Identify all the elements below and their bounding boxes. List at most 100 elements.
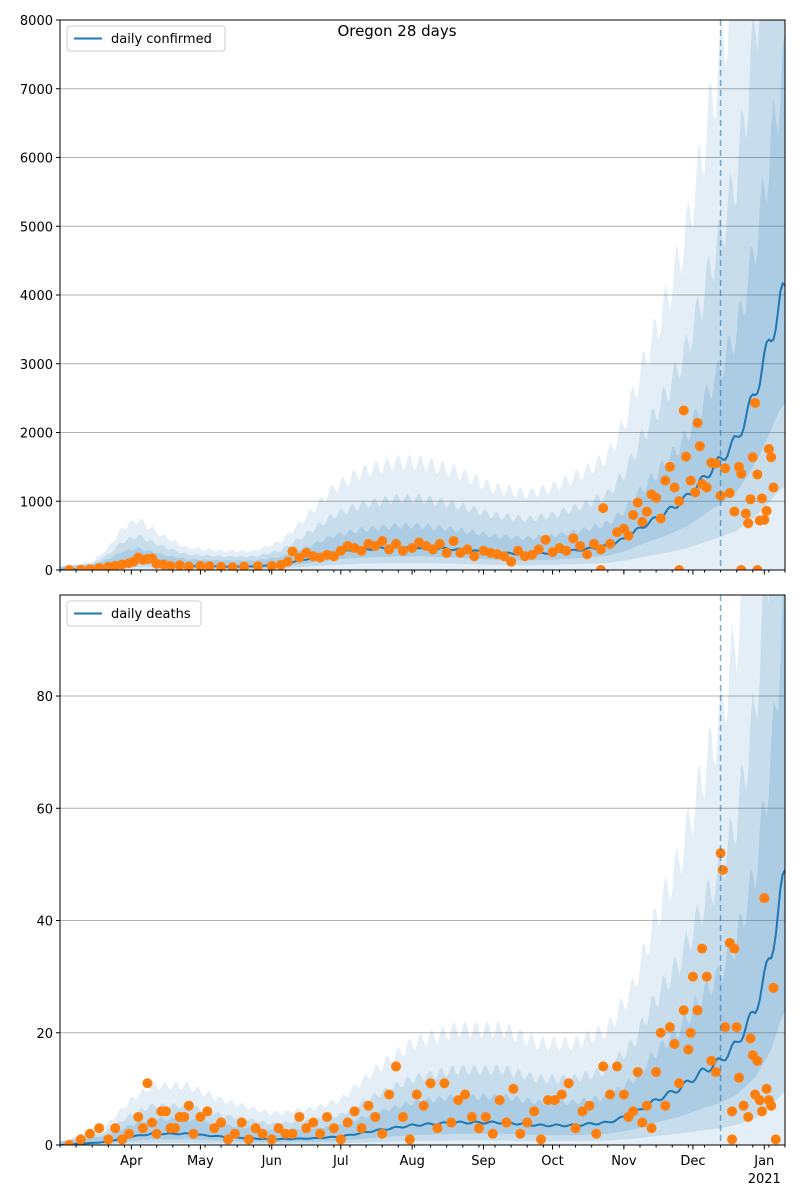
observed-point [660,1100,671,1111]
observed-point [526,549,537,560]
y-tick-label: 40 [36,915,53,930]
observed-point [448,536,459,547]
observed-point [377,1128,388,1139]
axes-frame [59,594,786,1146]
observed-point [147,1117,158,1128]
observed-point [692,1005,703,1016]
observed-point [729,943,740,954]
observed-point [142,1078,153,1089]
observed-point [243,1134,254,1145]
observed-point [761,505,772,516]
observed-point [356,545,367,556]
observed-point [641,506,652,517]
observed-point [425,1078,436,1089]
observed-point [439,1078,450,1089]
observed-point [641,1100,652,1111]
observed-point [195,560,206,570]
observed-point [740,508,751,519]
x-tick-label: Jul [332,1154,349,1169]
observed-point [687,971,698,982]
observed-point [743,1111,754,1122]
legend-label: daily deaths [111,607,191,622]
observed-point [229,1128,240,1139]
observed-point [170,1123,181,1134]
observed-point [391,1061,402,1072]
observed-point [733,1072,744,1083]
observed-point [84,1128,95,1139]
observed-point [706,1055,717,1066]
legend-label: daily confirmed [111,32,212,47]
observed-point [315,1128,326,1139]
observed-point [568,533,579,544]
y-tick-label: 1000 [20,495,53,510]
y-tick-label: 4000 [20,289,53,304]
observed-point [363,1100,374,1111]
x-tick-label: Aug [399,1154,424,1169]
observed-point [64,565,75,570]
observed-point [736,565,747,570]
observed-point [188,1128,199,1139]
observed-point [133,1111,144,1122]
observed-point [179,1111,190,1122]
observed-point [522,1117,533,1128]
observed-point [356,1123,367,1134]
observed-point [84,564,95,570]
observed-point [273,1123,284,1134]
observed-point [377,536,388,547]
observed-point [411,1089,422,1100]
observed-point [227,562,238,570]
observed-point [595,544,606,555]
observed-point [611,1061,622,1072]
observed-point [266,560,277,570]
observed-point [745,494,756,505]
y-tick-label: 3000 [20,358,53,373]
observed-point [674,565,685,570]
observed-point [752,1055,763,1066]
observed-point [697,943,708,954]
observed-point [766,1100,777,1111]
observed-point [137,1123,148,1134]
observed-point [236,1117,247,1128]
observed-point [506,556,517,567]
observed-point [595,565,606,570]
observed-point [223,1134,234,1145]
observed-point [487,1128,498,1139]
observed-point [669,1038,680,1049]
uncertainty-band [60,20,785,570]
observed-point [745,1033,756,1044]
observed-point [685,1027,696,1038]
y-tick-label: 20 [36,1027,53,1042]
deaths-panel: 0 20 40 60 80 Apr May Jun Jul Aug Sep Oct Nov Dec Jan 2… [36,594,786,1187]
observed-point [632,497,643,508]
observed-point [701,482,712,493]
observed-point [370,1111,381,1122]
observed-point [282,556,293,567]
observed-point [103,1134,114,1145]
observed-point [549,1095,560,1106]
observed-point [563,1078,574,1089]
x-tick-label: Oct [541,1154,563,1169]
observed-point [628,510,639,520]
observed-point [160,1106,171,1117]
observed-point [701,971,712,982]
observed-point [446,1117,457,1128]
observed-point [588,538,599,549]
observed-point [252,561,263,570]
y-tick-label: 2000 [20,427,53,442]
observed-point [575,540,586,551]
observed-point [257,1128,268,1139]
uncertainty-band [60,595,785,1145]
observed-point [540,534,551,545]
observed-point [768,482,779,493]
observed-point [660,475,671,486]
observed-point [250,1123,261,1134]
x-tick-label: Apr [120,1154,143,1169]
observed-point [651,492,662,503]
legend-box [66,25,226,52]
observed-point [720,1022,731,1033]
observed-point [466,1111,477,1122]
x-tick-label: Sep [471,1154,496,1169]
observed-point [759,893,770,904]
observed-point [690,487,701,498]
observed-point [637,516,648,527]
